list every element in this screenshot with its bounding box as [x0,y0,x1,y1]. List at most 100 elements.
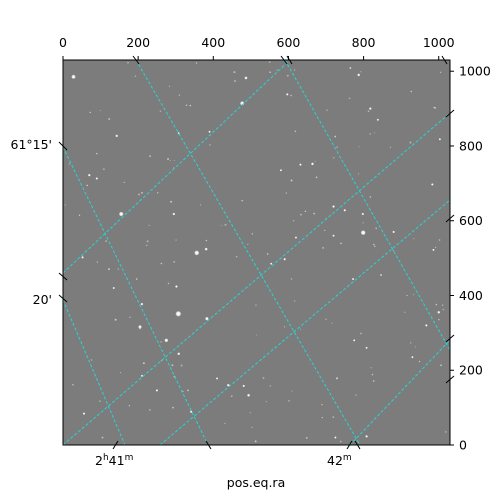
star [343,208,347,212]
faint-star [336,377,339,380]
right-tick-label: 0 [459,438,467,453]
star [175,285,178,288]
star [215,377,219,380]
star [115,134,119,138]
faint-star [99,109,102,111]
faint-star [160,262,163,265]
faint-star [96,152,98,155]
dec-tick-3 [58,294,68,303]
star [175,310,182,317]
faint-star [276,69,278,71]
star [279,169,283,172]
faint-star [226,223,228,225]
grid-line [135,60,361,445]
star [368,107,372,110]
grid-line [63,60,291,274]
faint-star [175,239,177,241]
faint-star [339,440,342,443]
top-tick-label: 600 [277,35,301,50]
faint-star [372,380,375,382]
faint-star [374,245,376,248]
star [112,286,115,290]
star [437,310,441,314]
star [244,76,248,80]
star [226,383,230,387]
faint-star [438,239,441,241]
star [432,248,435,252]
star [360,230,366,236]
star [140,374,144,378]
ra-label-1: 2h41m [95,453,133,468]
faint-star [392,249,394,252]
faint-star [293,300,296,302]
faint-star [413,238,415,240]
faint-star [102,168,105,171]
faint-star [107,268,110,271]
faint-star [357,173,360,175]
x-axis-label: pos.eq.ra [227,475,285,490]
ra-tick-2 [205,440,212,450]
faint-star [444,430,447,433]
ra-tick-3 [346,440,353,450]
top-tick-label: 200 [126,35,150,50]
star [189,410,193,414]
faint-star [128,405,131,407]
star [361,212,365,216]
faint-star [369,196,372,198]
dec-label-1: 61°15' [11,137,53,152]
faint-star [224,224,227,226]
faint-star [285,192,288,194]
star [155,389,159,392]
coordinate-grid [63,60,450,445]
faint-star [254,440,257,443]
faint-star [235,255,238,258]
faint-star [249,412,251,414]
faint-star [409,141,412,144]
faint-star [156,192,159,194]
faint-star [265,400,267,403]
grid-line [349,339,450,445]
star [164,338,169,343]
faint-star [334,135,337,138]
top-tick-label: 400 [201,35,225,50]
right-pixel-axis: 0 200 400 600 800 1000 [450,64,491,453]
faint-star [117,268,119,270]
top-pixel-axis: 0 200 400 600 800 1000 [59,35,455,60]
faint-star [324,229,326,232]
faint-star [168,85,171,87]
faint-star [170,200,173,203]
faint-star [146,240,149,243]
faint-star [148,408,151,411]
faint-star [205,239,208,242]
faint-star [288,400,290,402]
faint-star [233,71,236,74]
faint-star [178,94,180,96]
star [299,163,302,166]
faint-star [135,278,138,280]
star [87,173,91,177]
star [95,177,99,180]
ra-tick-4 [354,440,361,450]
faint-star [90,359,93,361]
star [140,302,144,306]
faint-star [286,74,289,77]
plot-frame [62,59,451,446]
faint-star [313,212,316,215]
star [81,256,84,259]
faint-star [262,377,265,379]
ra-tick-marks [112,55,448,450]
star [365,346,368,350]
faint-star [64,204,66,206]
faint-star [199,204,202,206]
faint-star [321,416,323,419]
dec-tick-7 [445,375,455,384]
faint-star [167,282,170,285]
faint-star [255,334,257,336]
ra-tick-5 [132,55,140,65]
dec-tick-marks [58,109,455,384]
faint-star [185,104,188,106]
faint-star [305,437,308,439]
faint-star [247,243,249,245]
faint-star [189,104,192,107]
faint-star [251,426,253,428]
